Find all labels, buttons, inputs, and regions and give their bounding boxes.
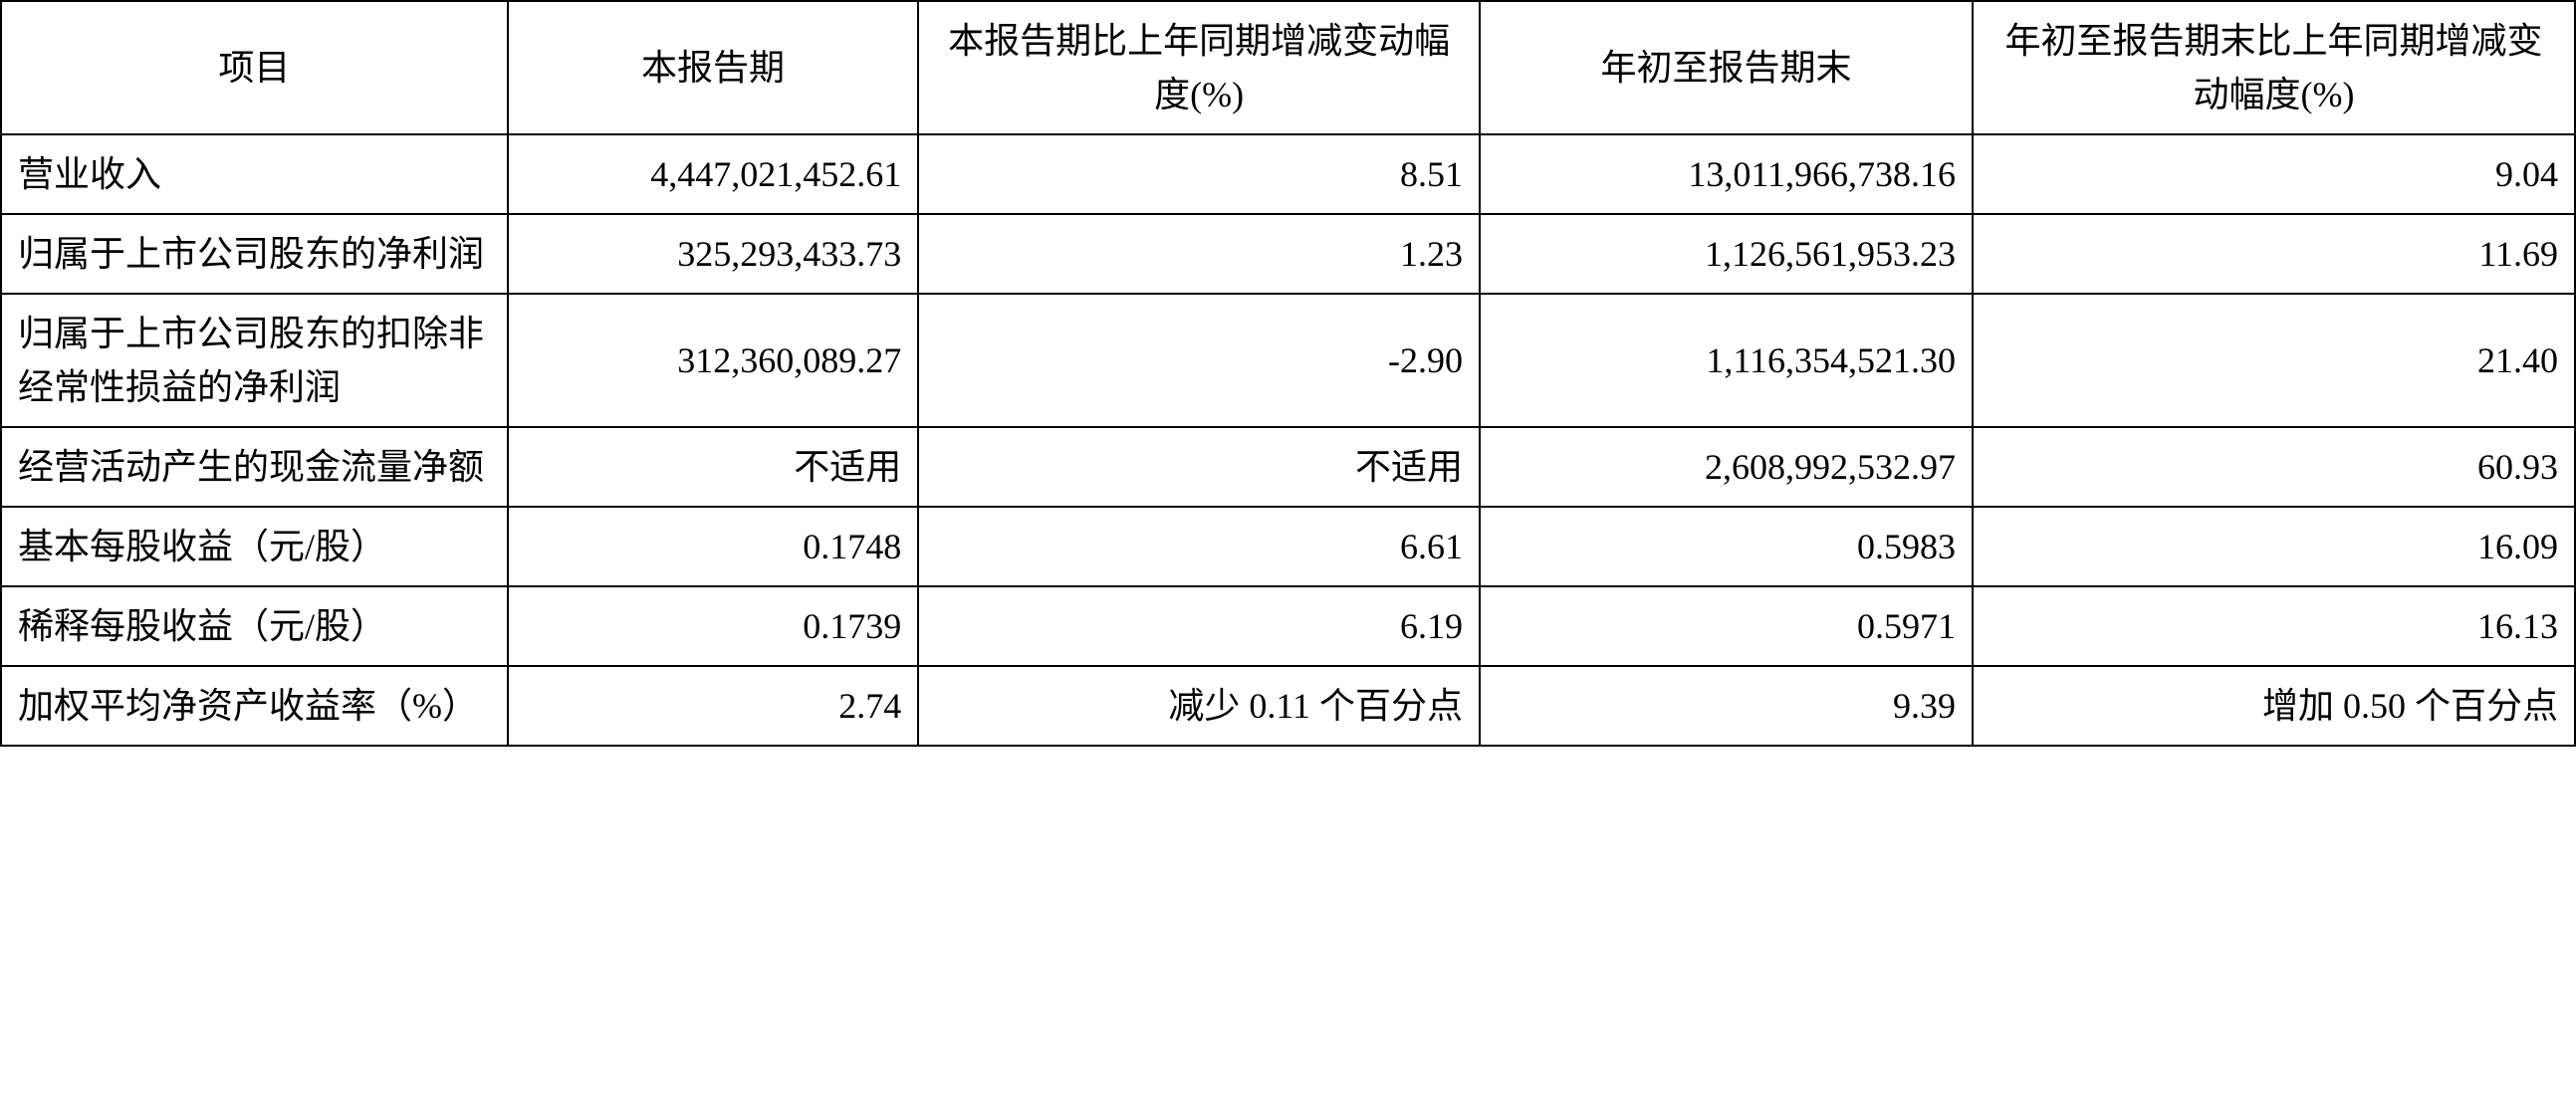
row-value: 1.23 xyxy=(918,214,1480,294)
row-value: 6.19 xyxy=(918,586,1480,666)
table-row: 基本每股收益（元/股） 0.1748 6.61 0.5983 16.09 xyxy=(1,507,2575,586)
table-row: 归属于上市公司股东的扣除非经常性损益的净利润 312,360,089.27 -2… xyxy=(1,294,2575,427)
row-value: 11.69 xyxy=(1973,214,2575,294)
row-value: 21.40 xyxy=(1973,294,2575,427)
row-label: 归属于上市公司股东的净利润 xyxy=(1,214,508,294)
row-value: 不适用 xyxy=(508,427,919,507)
financial-table: 项目 本报告期 本报告期比上年同期增减变动幅度(%) 年初至报告期末 年初至报告… xyxy=(0,0,2576,747)
row-value: 2.74 xyxy=(508,666,919,746)
row-value: 0.1739 xyxy=(508,586,919,666)
row-value: 2,608,992,532.97 xyxy=(1480,427,1973,507)
row-label: 加权平均净资产收益率（%） xyxy=(1,666,508,746)
header-item: 项目 xyxy=(1,1,508,134)
row-value: 1,116,354,521.30 xyxy=(1480,294,1973,427)
header-current-period: 本报告期 xyxy=(508,1,919,134)
row-value: -2.90 xyxy=(918,294,1480,427)
row-value: 16.13 xyxy=(1973,586,2575,666)
row-value: 9.04 xyxy=(1973,134,2575,214)
row-value: 16.09 xyxy=(1973,507,2575,586)
table-row: 稀释每股收益（元/股） 0.1739 6.19 0.5971 16.13 xyxy=(1,586,2575,666)
row-value: 312,360,089.27 xyxy=(508,294,919,427)
table-row: 营业收入 4,447,021,452.61 8.51 13,011,966,73… xyxy=(1,134,2575,214)
row-value: 1,126,561,953.23 xyxy=(1480,214,1973,294)
row-label: 营业收入 xyxy=(1,134,508,214)
row-label: 归属于上市公司股东的扣除非经常性损益的净利润 xyxy=(1,294,508,427)
table-row: 加权平均净资产收益率（%） 2.74 减少 0.11 个百分点 9.39 增加 … xyxy=(1,666,2575,746)
row-value: 8.51 xyxy=(918,134,1480,214)
table-header-row: 项目 本报告期 本报告期比上年同期增减变动幅度(%) 年初至报告期末 年初至报告… xyxy=(1,1,2575,134)
header-ytd-change: 年初至报告期末比上年同期增减变动幅度(%) xyxy=(1973,1,2575,134)
row-value: 0.5983 xyxy=(1480,507,1973,586)
table-row: 经营活动产生的现金流量净额 不适用 不适用 2,608,992,532.97 6… xyxy=(1,427,2575,507)
table-row: 归属于上市公司股东的净利润 325,293,433.73 1.23 1,126,… xyxy=(1,214,2575,294)
row-value: 325,293,433.73 xyxy=(508,214,919,294)
row-value: 0.1748 xyxy=(508,507,919,586)
header-ytd: 年初至报告期末 xyxy=(1480,1,1973,134)
row-value: 9.39 xyxy=(1480,666,1973,746)
row-value: 0.5971 xyxy=(1480,586,1973,666)
row-value: 增加 0.50 个百分点 xyxy=(1973,666,2575,746)
row-label: 基本每股收益（元/股） xyxy=(1,507,508,586)
row-value: 60.93 xyxy=(1973,427,2575,507)
row-value: 减少 0.11 个百分点 xyxy=(918,666,1480,746)
row-value: 4,447,021,452.61 xyxy=(508,134,919,214)
row-value: 6.61 xyxy=(918,507,1480,586)
header-current-change: 本报告期比上年同期增减变动幅度(%) xyxy=(918,1,1480,134)
row-value: 不适用 xyxy=(918,427,1480,507)
row-label: 经营活动产生的现金流量净额 xyxy=(1,427,508,507)
row-label: 稀释每股收益（元/股） xyxy=(1,586,508,666)
row-value: 13,011,966,738.16 xyxy=(1480,134,1973,214)
